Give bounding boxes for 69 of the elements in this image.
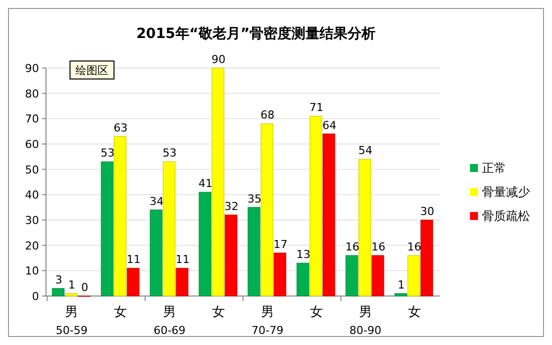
bar	[346, 255, 358, 296]
data-label: 16	[371, 240, 386, 254]
data-label: 11	[176, 253, 190, 266]
data-label: 17	[273, 238, 288, 251]
bar	[420, 220, 434, 296]
y-tick-label: 30	[25, 214, 39, 227]
bar	[358, 158, 372, 296]
y-tick-label: 60	[25, 138, 39, 151]
y-tick-label: 70	[25, 112, 39, 126]
x-tick-label: 男 60-69	[154, 305, 186, 337]
y-tick-label: 10	[25, 264, 39, 278]
data-label: 53	[162, 146, 177, 160]
data-label: 1	[68, 278, 76, 292]
bar	[224, 214, 238, 296]
x-tick-label: 女	[114, 305, 128, 320]
bar	[126, 268, 140, 296]
data-label: 68	[260, 108, 274, 122]
data-label: 71	[309, 101, 324, 114]
y-tick-label: 90	[25, 62, 39, 75]
data-label: 0	[81, 281, 88, 294]
x-tick-label: 女	[212, 305, 226, 320]
y-tick-label: 40	[25, 188, 39, 202]
bar	[176, 268, 188, 296]
y-tick-label: 50	[25, 163, 39, 176]
bar	[394, 293, 408, 296]
bar	[198, 192, 212, 296]
bar	[100, 161, 114, 296]
bar	[260, 123, 274, 296]
data-label: 35	[247, 192, 262, 206]
data-label: 53	[100, 146, 115, 160]
data-label: 34	[150, 194, 164, 208]
data-label: 54	[358, 144, 372, 158]
bar	[150, 210, 162, 296]
y-tick-label: 0	[32, 290, 39, 303]
x-tick-label: 女	[310, 305, 323, 320]
x-tick-label: 男 80-90	[349, 305, 382, 337]
x-tick-label: 女	[408, 305, 421, 320]
y-tick-label: 80	[25, 87, 39, 100]
legend-label: 骨量减少	[482, 185, 530, 199]
data-label: 3	[55, 273, 62, 286]
data-label: 63	[114, 121, 128, 134]
bar	[248, 207, 260, 296]
bar	[162, 161, 176, 296]
bar	[212, 68, 224, 296]
data-label: 41	[198, 177, 213, 190]
legend-label: 骨质疏松	[482, 209, 530, 223]
bar	[114, 136, 126, 296]
bar	[310, 116, 322, 296]
data-label: 30	[420, 205, 434, 218]
bar	[274, 252, 286, 296]
y-tick-label: 20	[25, 239, 39, 252]
bar	[408, 255, 420, 296]
data-label: 11	[126, 253, 141, 266]
chart-title: 2015年“敬老月”骨密度测量结果分析	[136, 25, 376, 42]
data-label: 32	[224, 200, 239, 213]
data-label: 64	[322, 118, 336, 132]
bar	[64, 293, 78, 296]
data-label: 13	[296, 248, 310, 262]
bar	[372, 255, 384, 296]
legend-label: 正常	[482, 161, 506, 175]
x-tick-label: 男 50-59	[56, 305, 88, 337]
bar	[296, 262, 310, 296]
bar	[322, 134, 336, 296]
data-label: 1	[398, 278, 405, 292]
data-label: 16	[407, 240, 422, 254]
x-tick-label: 男 70-79	[251, 305, 284, 337]
annotation: 绘图区	[76, 64, 108, 77]
data-label: 90	[212, 53, 226, 66]
bar	[52, 288, 64, 296]
